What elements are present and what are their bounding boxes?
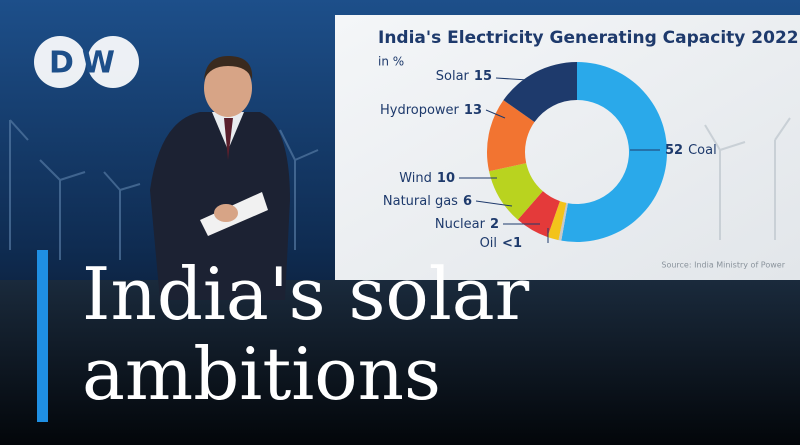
slice — [561, 62, 667, 242]
logo-text: DW — [49, 46, 123, 81]
slice-name: Hydropower — [380, 103, 460, 118]
slice-label: Wind 10 — [399, 171, 455, 186]
leader-line — [485, 109, 506, 119]
slice-value: 10 — [437, 171, 455, 186]
slice-label: Solar 15 — [436, 69, 492, 84]
slice-name: Nuclear — [435, 217, 486, 232]
chart-subtitle: in % — [378, 55, 404, 69]
slice-label: 52 Coal — [665, 143, 717, 158]
slice-value: 15 — [474, 69, 492, 84]
slice-name: Coal — [688, 143, 717, 158]
floor — [0, 280, 800, 445]
leader-line — [475, 200, 513, 207]
slice-label: Hydropower 13 — [380, 103, 482, 118]
slice-name: Oil — [480, 236, 497, 251]
presenter — [150, 55, 290, 300]
panel-turbines — [704, 117, 791, 240]
headline-line: ambitions — [82, 332, 441, 416]
donut — [487, 62, 667, 242]
slice-label: Natural gas 6 — [383, 194, 472, 209]
slice — [547, 201, 567, 241]
slice-value: 2 — [490, 217, 499, 232]
slice — [517, 191, 560, 238]
slice — [489, 163, 543, 220]
logo: DW — [34, 36, 139, 88]
chart-title: India's Electricity Generating Capacity … — [378, 28, 799, 48]
slice-label: Oil <1 — [480, 236, 522, 251]
accent-bar — [37, 250, 48, 422]
leader-line — [495, 77, 529, 81]
turbines — [9, 119, 319, 260]
slice-name: Wind — [399, 171, 432, 186]
slice-name: Solar — [436, 69, 470, 84]
headline-line: India's solar — [82, 252, 530, 336]
slice-name: Natural gas — [383, 194, 458, 209]
labels: 52 Coal Oil <1 Nuclear 2 Natural gas 6 Wind 10 Hyd… — [380, 69, 717, 251]
slice-label: Nuclear 2 — [435, 217, 499, 232]
slice-value: 6 — [463, 194, 472, 209]
slice-value: 52 — [665, 143, 683, 158]
source: Source: India Ministry of Power — [661, 261, 785, 270]
slice — [487, 100, 535, 172]
slice-value: <1 — [502, 236, 522, 251]
slice-value: 13 — [464, 103, 482, 118]
slice — [503, 62, 577, 123]
slice — [558, 202, 568, 241]
